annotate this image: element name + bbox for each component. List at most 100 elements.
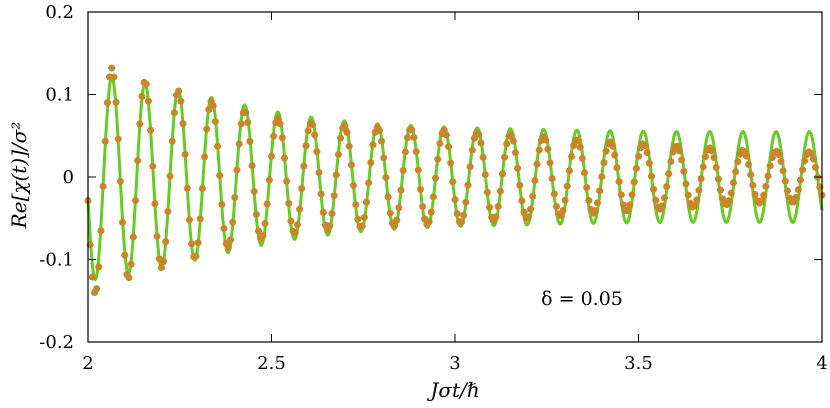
data-point-marker	[201, 153, 209, 161]
data-point-marker	[86, 241, 94, 249]
data-point-marker	[401, 148, 409, 156]
data-point-marker	[624, 206, 632, 214]
data-point-marker	[276, 120, 284, 128]
data-point-marker	[766, 162, 774, 170]
data-point-marker	[416, 185, 424, 193]
data-point-marker	[511, 149, 519, 157]
data-point-marker	[466, 163, 474, 171]
data-point-marker	[375, 127, 383, 135]
y-tick-label: 0	[63, 167, 74, 188]
data-point-marker	[222, 239, 230, 247]
data-point-marker	[302, 142, 310, 150]
data-point-marker	[492, 213, 500, 221]
y-axis-label: Re[χ(t)]/σ²	[7, 122, 31, 230]
data-point-marker	[786, 194, 794, 202]
data-point-marker	[203, 125, 211, 133]
data-point-marker	[576, 143, 584, 151]
data-point-marker	[656, 205, 664, 213]
data-point-marker	[246, 137, 254, 145]
data-point-marker	[248, 162, 256, 170]
data-point-marker	[807, 150, 815, 158]
data-point-marker	[496, 187, 504, 195]
data-point-marker	[686, 199, 694, 207]
data-point-marker	[252, 210, 260, 218]
data-point-marker	[593, 199, 601, 207]
data-point-marker	[183, 184, 191, 192]
data-point-marker	[734, 158, 742, 166]
data-point-marker	[477, 139, 485, 147]
data-point-marker	[479, 153, 487, 161]
x-tick-label: 2.5	[257, 353, 286, 374]
data-point-marker	[429, 193, 437, 201]
data-point-marker	[393, 216, 401, 224]
data-point-marker	[758, 197, 766, 205]
data-point-marker	[164, 207, 172, 215]
data-point-marker	[326, 222, 334, 230]
data-point-marker	[205, 105, 213, 113]
y-tick-label: 0.1	[45, 85, 74, 106]
data-point-marker	[226, 236, 234, 244]
data-point-marker	[404, 134, 412, 142]
data-point-marker	[650, 185, 658, 193]
data-point-marker	[367, 159, 375, 167]
data-point-marker	[647, 172, 655, 180]
data-point-marker	[391, 222, 399, 230]
data-point-marker	[710, 154, 718, 162]
data-point-marker	[162, 238, 170, 246]
data-point-marker	[451, 196, 459, 204]
data-point-marker	[151, 200, 159, 208]
data-point-marker	[635, 152, 642, 160]
data-point-marker	[509, 137, 517, 145]
data-point-marker	[88, 273, 96, 281]
data-point-marker	[695, 186, 703, 194]
data-point-marker	[324, 226, 332, 234]
data-point-marker	[578, 154, 586, 162]
data-point-marker	[112, 98, 120, 106]
data-point-marker	[274, 114, 282, 122]
data-point-marker	[699, 163, 707, 171]
data-point-marker	[762, 182, 770, 190]
data-point-marker	[658, 202, 666, 210]
data-point-marker	[369, 141, 377, 149]
data-point-marker	[524, 213, 532, 221]
data-point-marker	[535, 146, 543, 154]
data-point-marker	[660, 194, 668, 202]
data-point-marker	[255, 227, 263, 235]
data-point-marker	[550, 190, 558, 198]
data-point-marker	[516, 181, 524, 189]
data-point-marker	[442, 131, 450, 139]
data-point-marker	[520, 208, 528, 216]
data-point-marker	[540, 133, 548, 141]
data-point-marker	[432, 174, 440, 182]
data-point-marker	[583, 184, 591, 192]
data-point-marker	[345, 142, 353, 150]
data-point-marker	[816, 183, 824, 191]
data-point-marker	[231, 193, 239, 201]
data-point-marker	[794, 186, 802, 194]
y-tick-label: 0.2	[45, 2, 74, 23]
data-point-marker	[419, 203, 427, 211]
data-point-marker	[701, 153, 709, 161]
x-tick-label: 3.5	[624, 353, 653, 374]
data-point-marker	[175, 87, 183, 95]
data-point-marker	[568, 152, 576, 160]
data-point-marker	[319, 209, 327, 217]
data-point-marker	[93, 285, 101, 293]
data-point-marker	[106, 73, 114, 81]
data-point-marker	[440, 126, 448, 134]
data-point-marker	[412, 148, 420, 156]
data-point-marker	[764, 172, 772, 180]
data-point-marker	[652, 196, 660, 204]
data-point-marker	[198, 184, 206, 192]
data-point-marker	[775, 151, 783, 159]
data-point-marker	[747, 171, 755, 179]
data-point-marker	[136, 120, 144, 128]
data-point-marker	[680, 167, 688, 175]
data-point-marker	[792, 193, 800, 201]
data-point-marker	[209, 102, 217, 110]
data-point-marker	[427, 208, 435, 216]
data-point-marker	[147, 126, 155, 134]
data-point-marker	[218, 200, 226, 208]
data-point-marker	[265, 176, 273, 184]
